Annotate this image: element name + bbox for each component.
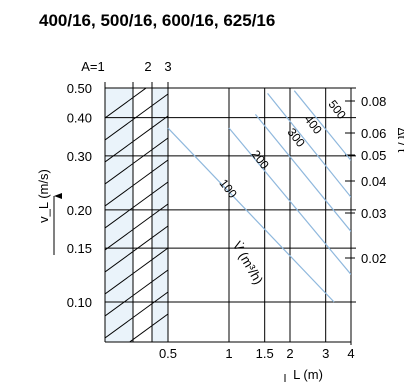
hatch-line (128, 313, 169, 342)
y2-tick-label-0.02: 0.02 (361, 251, 386, 266)
flow-curve-200 (228, 127, 351, 275)
x-tick-label-2: 2 (286, 346, 293, 361)
flow-curve-500 (293, 90, 351, 161)
y-tick-label-0.10: 0.10 (67, 295, 92, 310)
y2-tick-label-0.08: 0.08 (361, 94, 386, 109)
curve-label-100: 100 (216, 176, 240, 201)
chart-title: 400/16, 500/16, 600/16, 625/16 (39, 11, 276, 30)
y2-axis-label: Δt / t (395, 128, 404, 153)
hatch-layer (105, 88, 169, 342)
hatch-line (105, 115, 169, 163)
curve-label-300: 300 (284, 125, 308, 150)
grid-layer (104, 82, 356, 345)
hatch-line (105, 181, 169, 229)
hatch-line (105, 269, 169, 317)
y2-tick-label-0.04: 0.04 (361, 174, 386, 189)
flow-curve-300 (254, 114, 351, 232)
flow-curves-layer (167, 90, 351, 303)
x-tick-label-1: 1 (225, 346, 232, 361)
hatch-line (105, 93, 169, 141)
hatch-line (105, 225, 169, 273)
zone-fill-layer (105, 88, 168, 342)
y2-tick-label-0.05: 0.05 (361, 148, 386, 163)
x-tick-label-4: 4 (347, 346, 354, 361)
x-axis-label: L (m) (293, 367, 323, 382)
y-tick-label-0.15: 0.15 (67, 241, 92, 256)
zone-fill-1 (105, 88, 133, 342)
y-tick-label-0.40: 0.40 (67, 111, 92, 126)
y-axis-label: v_L (m/s) (36, 169, 51, 223)
hatch-line (105, 137, 169, 185)
hatch-line (105, 159, 169, 207)
hatch-line (105, 88, 147, 119)
x-tick-label-3: 3 (322, 346, 329, 361)
curve-label-400: 400 (301, 112, 325, 137)
y-tick-label-0.50: 0.50 (67, 81, 92, 96)
y2-tick-label-0.06: 0.06 (361, 126, 386, 141)
hatch-line (105, 203, 169, 251)
zone-label-1: A=1 (81, 59, 105, 74)
y-tick-label-0.30: 0.30 (67, 149, 92, 164)
curve-label-200: 200 (248, 147, 272, 172)
flow-label: V̇ (m³/h) (230, 239, 266, 287)
hatch-line (105, 247, 169, 295)
flow-curve-400 (267, 93, 351, 198)
x-tick-label-0.5: 0.5 (159, 346, 177, 361)
zone-label-2: 2 (144, 59, 151, 74)
hatch-line (105, 291, 169, 339)
y2-tick-label-0.03: 0.03 (361, 206, 386, 221)
zone-label-3: 3 (164, 59, 171, 74)
x-tick-label-1.5: 1.5 (256, 346, 274, 361)
y-tick-label-0.20: 0.20 (67, 203, 92, 218)
flow-curve-100 (167, 127, 335, 303)
